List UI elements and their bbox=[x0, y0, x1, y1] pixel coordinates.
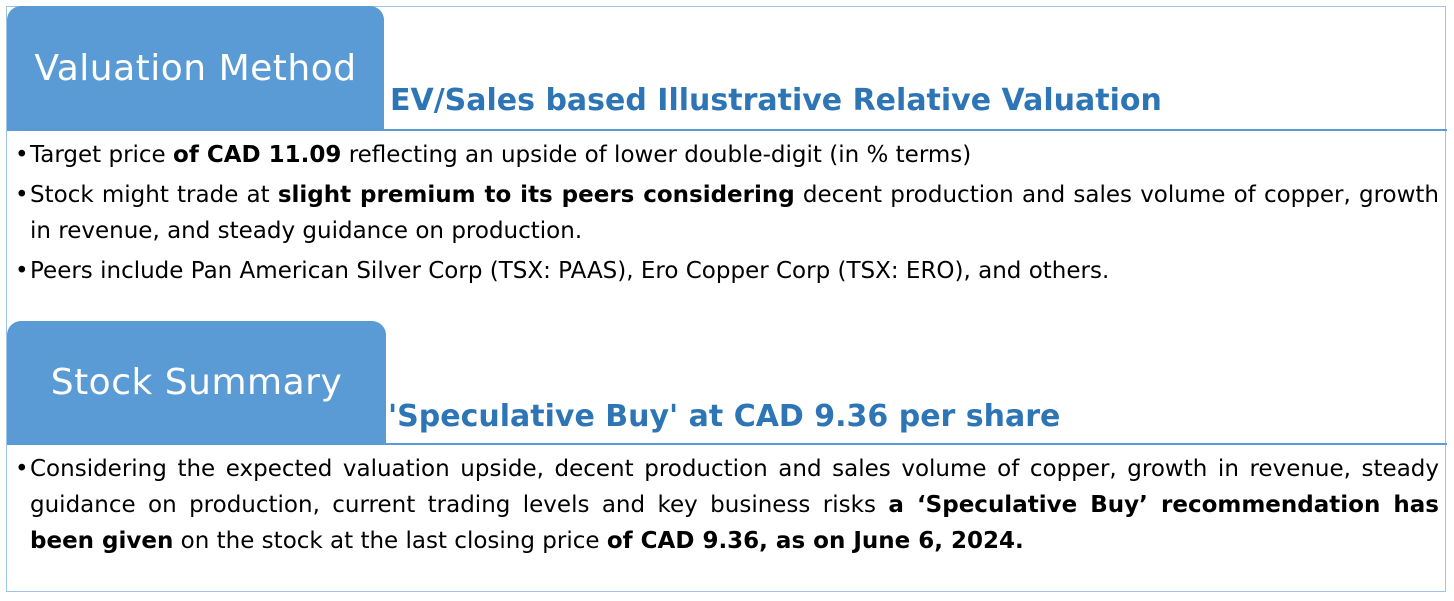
summary-divider bbox=[7, 443, 1447, 445]
bold-text: a ‘Speculative Buy’ recommendation has b… bbox=[30, 492, 1439, 554]
text-run: Considering the expected valuation upsid… bbox=[30, 456, 1439, 518]
bold-text: of CAD 11.09 bbox=[173, 142, 342, 168]
text-run: decent production and sales volume of co… bbox=[30, 182, 1439, 244]
text-run: reflecting an upside of lower double-dig… bbox=[341, 142, 972, 168]
stock-summary-tab: Stock Summary bbox=[7, 321, 386, 443]
valuation-divider bbox=[7, 129, 1447, 131]
text-run: Stock might trade at bbox=[30, 182, 278, 208]
summary-subtitle: 'Speculative Buy' at CAD 9.36 per share bbox=[388, 399, 1061, 434]
bullet-item: Stock might trade at slight premium to i… bbox=[15, 177, 1439, 249]
bullet-item: Target price of CAD 11.09 reflecting an … bbox=[15, 137, 1439, 173]
content-frame: Valuation Method EV/Sales based Illustra… bbox=[6, 6, 1447, 592]
bullet-item: Peers include Pan American Silver Corp (… bbox=[15, 253, 1439, 289]
bold-text: of CAD 9.36, as on June 6, 2024. bbox=[606, 528, 1024, 554]
text-run: on the stock at the last closing price bbox=[173, 528, 607, 554]
valuation-method-tab: Valuation Method bbox=[7, 6, 384, 130]
valuation-method-title: Valuation Method bbox=[34, 47, 357, 89]
stock-summary-title: Stock Summary bbox=[50, 361, 343, 403]
bold-text: slight premium to its peers considering bbox=[277, 182, 795, 208]
summary-bullet-list: Considering the expected valuation upsid… bbox=[15, 451, 1439, 563]
text-run: Peers include Pan American Silver Corp (… bbox=[30, 258, 1110, 284]
valuation-bullet-list: Target price of CAD 11.09 reflecting an … bbox=[15, 137, 1439, 293]
text-run: Target price bbox=[30, 142, 174, 168]
valuation-subtitle: EV/Sales based Illustrative Relative Val… bbox=[390, 83, 1162, 118]
bullet-item: Considering the expected valuation upsid… bbox=[15, 451, 1439, 559]
